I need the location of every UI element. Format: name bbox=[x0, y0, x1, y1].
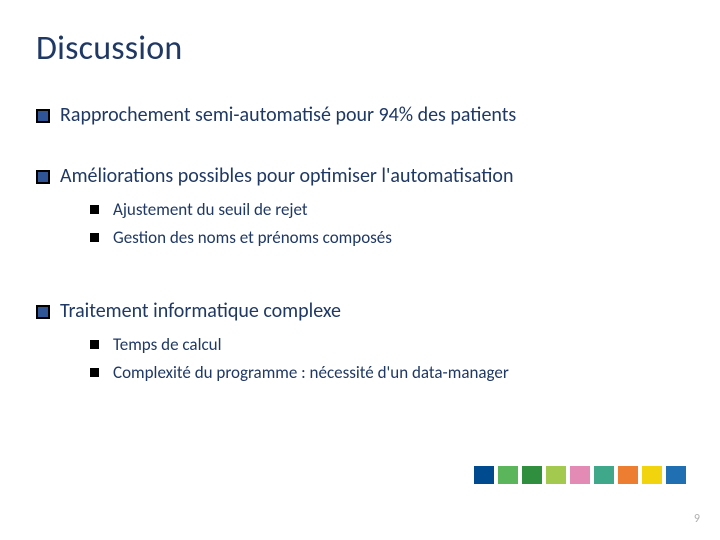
square-bullet-icon bbox=[36, 109, 50, 123]
section-text: Traitement informatique complexe bbox=[60, 299, 341, 324]
sub-list: Ajustement du seuil de rejet Gestion des… bbox=[90, 199, 684, 249]
square-bullet-icon bbox=[36, 305, 50, 319]
color-box bbox=[570, 466, 590, 484]
section-item: Améliorations possibles pour optimiser l… bbox=[36, 164, 684, 189]
slide-title: Discussion bbox=[36, 28, 684, 69]
color-box bbox=[522, 466, 542, 484]
section-item: Traitement informatique complexe bbox=[36, 299, 684, 324]
sub-text: Gestion des noms et prénoms composés bbox=[113, 227, 392, 248]
section-text: Rapprochement semi-automatisé pour 94% d… bbox=[60, 103, 516, 128]
color-box bbox=[666, 466, 686, 484]
section-list: Rapprochement semi-automatisé pour 94% d… bbox=[36, 103, 684, 383]
slide: Discussion Rapprochement semi-automatisé… bbox=[0, 0, 720, 540]
sub-item: Temps de calcul bbox=[90, 334, 684, 355]
section-item: Rapprochement semi-automatisé pour 94% d… bbox=[36, 103, 684, 128]
sub-bullet-icon bbox=[90, 205, 99, 214]
spacer bbox=[36, 138, 684, 164]
color-box bbox=[594, 466, 614, 484]
sub-text: Temps de calcul bbox=[113, 334, 222, 355]
spacer bbox=[36, 273, 684, 299]
color-strip bbox=[474, 466, 686, 484]
sub-item: Complexité du programme : nécessité d'un… bbox=[90, 362, 684, 383]
section-text: Améliorations possibles pour optimiser l… bbox=[60, 164, 513, 189]
page-number: 9 bbox=[694, 512, 700, 526]
sub-bullet-icon bbox=[90, 340, 99, 349]
sub-text: Ajustement du seuil de rejet bbox=[113, 199, 308, 220]
sub-item: Gestion des noms et prénoms composés bbox=[90, 227, 684, 248]
square-bullet-icon bbox=[36, 170, 50, 184]
color-box bbox=[474, 466, 494, 484]
sub-list: Temps de calcul Complexité du programme … bbox=[90, 334, 684, 384]
color-box bbox=[642, 466, 662, 484]
sub-item: Ajustement du seuil de rejet bbox=[90, 199, 684, 220]
color-box bbox=[498, 466, 518, 484]
sub-bullet-icon bbox=[90, 233, 99, 242]
color-box bbox=[618, 466, 638, 484]
color-box bbox=[546, 466, 566, 484]
sub-text: Complexité du programme : nécessité d'un… bbox=[113, 362, 509, 383]
sub-bullet-icon bbox=[90, 368, 99, 377]
